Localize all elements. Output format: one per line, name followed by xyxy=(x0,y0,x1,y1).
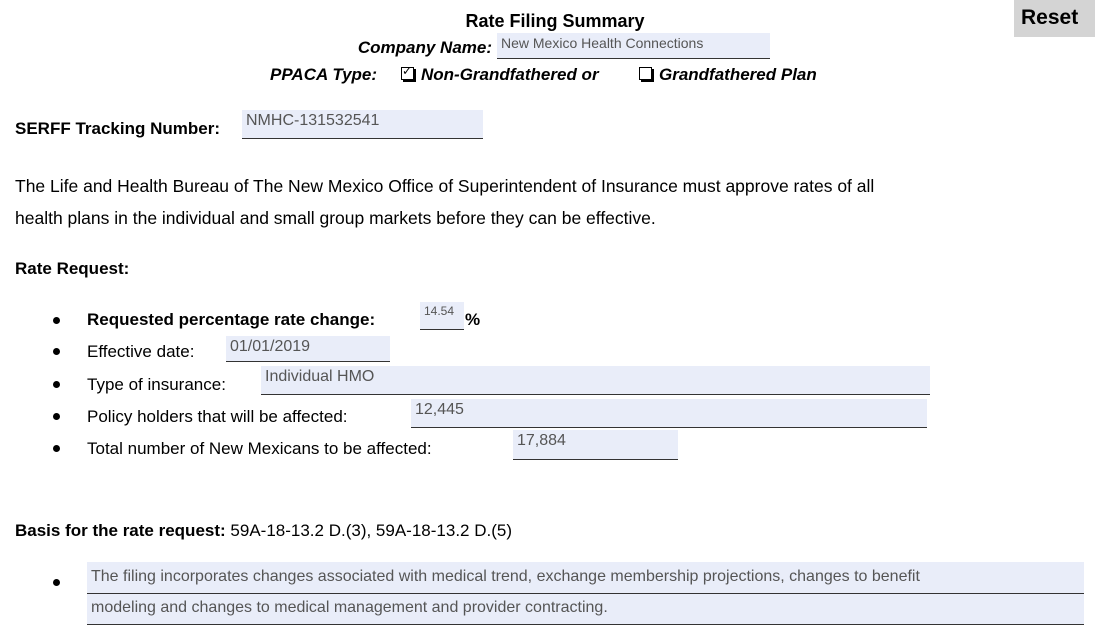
ppaca-label: PPACA Type: xyxy=(270,65,378,84)
item-field[interactable]: 12,445 xyxy=(411,399,927,428)
basis: Basis for the rate request: 59A-18-13.2 … xyxy=(15,521,512,541)
description-line: The filing incorporates changes associat… xyxy=(91,568,920,585)
checkbox[interactable] xyxy=(639,67,652,80)
check-mark: ✓ xyxy=(402,64,413,78)
item-label: Total number of New Mexicans to be affec… xyxy=(87,439,432,458)
bullet xyxy=(53,348,60,355)
item-label: Requested percentage rate change: xyxy=(87,310,376,329)
rule xyxy=(87,624,1084,625)
bullet xyxy=(53,413,60,420)
intro-line: The Life and Health Bureau of The New Me… xyxy=(15,176,875,196)
item-label: Type of insurance: xyxy=(87,375,226,394)
item-value: 17,884 xyxy=(517,432,566,449)
basis-value: 59A-18-13.2 D.(3), 59A-18-13.2 D.(5) xyxy=(230,521,513,540)
company-field[interactable]: New Mexico Health Connections xyxy=(497,33,770,59)
option-2: Grandfathered Plan xyxy=(659,65,817,84)
intro-line: health plans in the individual and small… xyxy=(15,208,656,228)
bullet xyxy=(53,445,60,452)
company-value: New Mexico Health Connections xyxy=(501,35,704,51)
bullet xyxy=(53,579,60,586)
item-value: 12,445 xyxy=(415,401,464,418)
item-label: Policy holders that will be affected: xyxy=(87,407,348,426)
basis-label: Basis for the rate request: xyxy=(15,521,226,540)
item-field[interactable]: 17,884 xyxy=(513,430,678,460)
item-value: 01/01/2019 xyxy=(230,338,311,355)
checkbox-checked[interactable]: ✓ xyxy=(401,64,414,80)
reset-button[interactable]: Reset xyxy=(1014,0,1095,37)
serff-value: NMHC-131532541 xyxy=(246,112,380,129)
item-value: 14.54 xyxy=(424,304,455,318)
option-1: Non-Grandfathered or xyxy=(421,65,599,84)
rate-request-heading: Rate Request: xyxy=(15,259,130,278)
description-line: modeling and changes to medical manageme… xyxy=(91,599,608,616)
item-suffix: % xyxy=(465,310,481,329)
serff-label: SERFF Tracking Number: xyxy=(15,119,220,138)
item-field[interactable]: 14.54 xyxy=(420,302,464,330)
item-field[interactable]: 01/01/2019 xyxy=(226,336,390,362)
item-value: Individual HMO xyxy=(265,368,375,385)
item-field[interactable]: Individual HMO xyxy=(261,366,930,395)
bullet xyxy=(53,317,60,324)
company-label: Company Name: xyxy=(357,38,492,57)
bullet xyxy=(53,381,60,388)
rule xyxy=(87,593,1084,594)
serff-field[interactable]: NMHC-131532541 xyxy=(242,110,483,139)
description-field[interactable]: The filing incorporates changes associat… xyxy=(87,562,1084,625)
item-label: Effective date: xyxy=(87,342,195,361)
title: Rate Filing Summary xyxy=(465,11,645,31)
reset-label: Reset xyxy=(1021,6,1079,29)
